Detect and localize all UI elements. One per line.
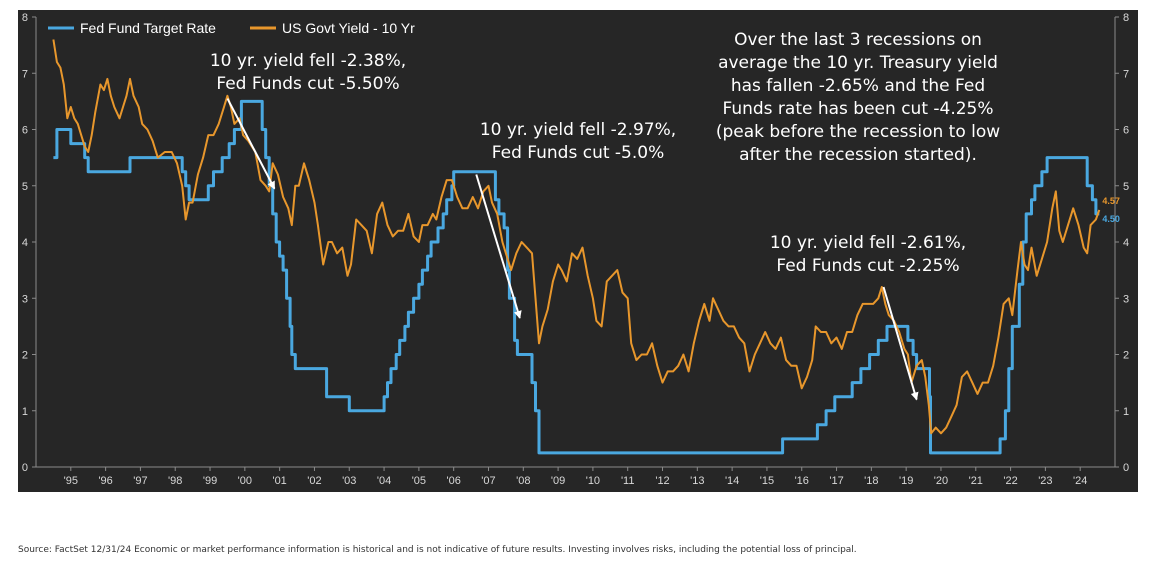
x-tick-label: '01 [272,475,286,487]
y-tick-left-label: 5 [22,181,28,193]
x-tick-label: '00 [238,475,252,487]
treasury-10yr-end-label: 4.57 [1102,196,1120,206]
y-tick-left-label: 4 [22,237,28,249]
x-tick-label: '22 [1003,475,1017,487]
annotation-line: 10 yr. yield fell -2.38%, [209,51,407,71]
y-tick-right-label: 5 [1123,181,1129,193]
y-tick-right-label: 8 [1123,12,1129,24]
x-tick-label: '16 [795,475,809,487]
x-tick-label: '07 [481,475,495,487]
x-tick-label: '11 [621,475,635,487]
y-tick-right-label: 1 [1123,406,1129,418]
y-tick-left-label: 6 [22,125,28,137]
y-tick-right-label: 6 [1123,125,1129,137]
annotation-line: Fed Funds cut -5.50% [216,74,400,94]
y-tick-left-label: 3 [22,293,28,305]
y-tick-left-label: 0 [22,462,28,474]
x-tick-label: '97 [133,475,147,487]
x-tick-label: '98 [168,475,182,487]
annotation-line: average the 10 yr. Treasury yield [718,53,998,73]
x-tick-label: '05 [412,475,426,487]
annotation-line: Funds rate has been cut -4.25% [722,99,994,119]
y-tick-left-label: 7 [22,68,28,80]
x-tick-label: '95 [64,475,78,487]
x-tick-label: '13 [690,475,704,487]
line-chart: 0 1 2 3 4 5 6 7 8 0 1 2 3 4 5 6 7 8 '95 '96 '97 '98 '99 '00 '01 '… [22,12,1129,487]
y-tick-left-label: 1 [22,406,28,418]
x-tick-label: '10 [586,475,600,487]
x-tick-label: '21 [969,475,983,487]
source-footnote: Source: FactSet 12/31/24 Economic or mar… [18,545,857,555]
y-tick-right-label: 7 [1123,68,1129,80]
annotation-arrow [882,286,919,401]
annotation-line: has fallen -2.65% and the Fed [730,76,986,96]
x-tick-label: '19 [899,475,913,487]
y-tick-right-label: 0 [1123,462,1129,474]
annotation-line: Fed Funds cut -2.25% [776,256,960,276]
annotation-2001-recession: 10 yr. yield fell -2.38%, Fed Funds cut … [188,50,428,96]
annotation-2020-recession: 10 yr. yield fell -2.61%, Fed Funds cut … [758,232,978,278]
x-tick-label: '04 [377,475,391,487]
y-tick-left-label: 2 [22,350,28,362]
x-tick-label: '20 [934,475,948,487]
x-tick-label: '18 [864,475,878,487]
x-tick-label: '17 [829,475,843,487]
annotation-2008-recession: 10 yr. yield fell -2.97%, Fed Funds cut … [463,119,693,165]
x-tick-label: '15 [760,475,774,487]
chart-panel: 0 1 2 3 4 5 6 7 8 0 1 2 3 4 5 6 7 8 '95 '96 '97 '98 '99 '00 '01 '… [18,10,1138,492]
x-tick-label: '03 [342,475,356,487]
x-tick-label: '96 [98,475,112,487]
annotation-line: Fed Funds cut -5.0% [491,143,665,163]
x-tick-label: '12 [655,475,669,487]
annotation-line: Over the last 3 recessions on [734,30,982,50]
x-tick-label: '23 [1038,475,1052,487]
x-tick-label: '06 [447,475,461,487]
x-tick-label: '02 [307,475,321,487]
annotation-summary: Over the last 3 recessions on average th… [698,29,1018,167]
y-tick-left-label: 8 [22,12,28,24]
fed-funds-series-line [53,99,1100,455]
x-tick-label: '99 [203,475,217,487]
annotation-arrow [226,98,276,190]
treasury-10yr-series-line [52,39,1101,435]
y-tick-right-label: 2 [1123,350,1129,362]
x-tick-label: '08 [516,475,530,487]
annotation-line: 10 yr. yield fell -2.61%, [769,233,967,253]
legend-label: Fed Fund Target Rate [80,20,216,36]
x-tick-label: '14 [725,475,739,487]
x-tick-label: '24 [1073,475,1087,487]
legend-label: US Govt Yield - 10 Yr [282,20,415,36]
y-tick-right-label: 4 [1123,237,1129,249]
y-tick-right-label: 3 [1123,293,1129,305]
annotation-line: after the recession started). [739,145,977,165]
fed-funds-end-label: 4.50 [1102,214,1120,224]
x-tick-label: '09 [551,475,565,487]
annotation-line: 10 yr. yield fell -2.97%, [479,120,677,140]
annotation-line: (peak before the recession to low [715,122,1001,142]
annotation-arrow [475,174,522,319]
